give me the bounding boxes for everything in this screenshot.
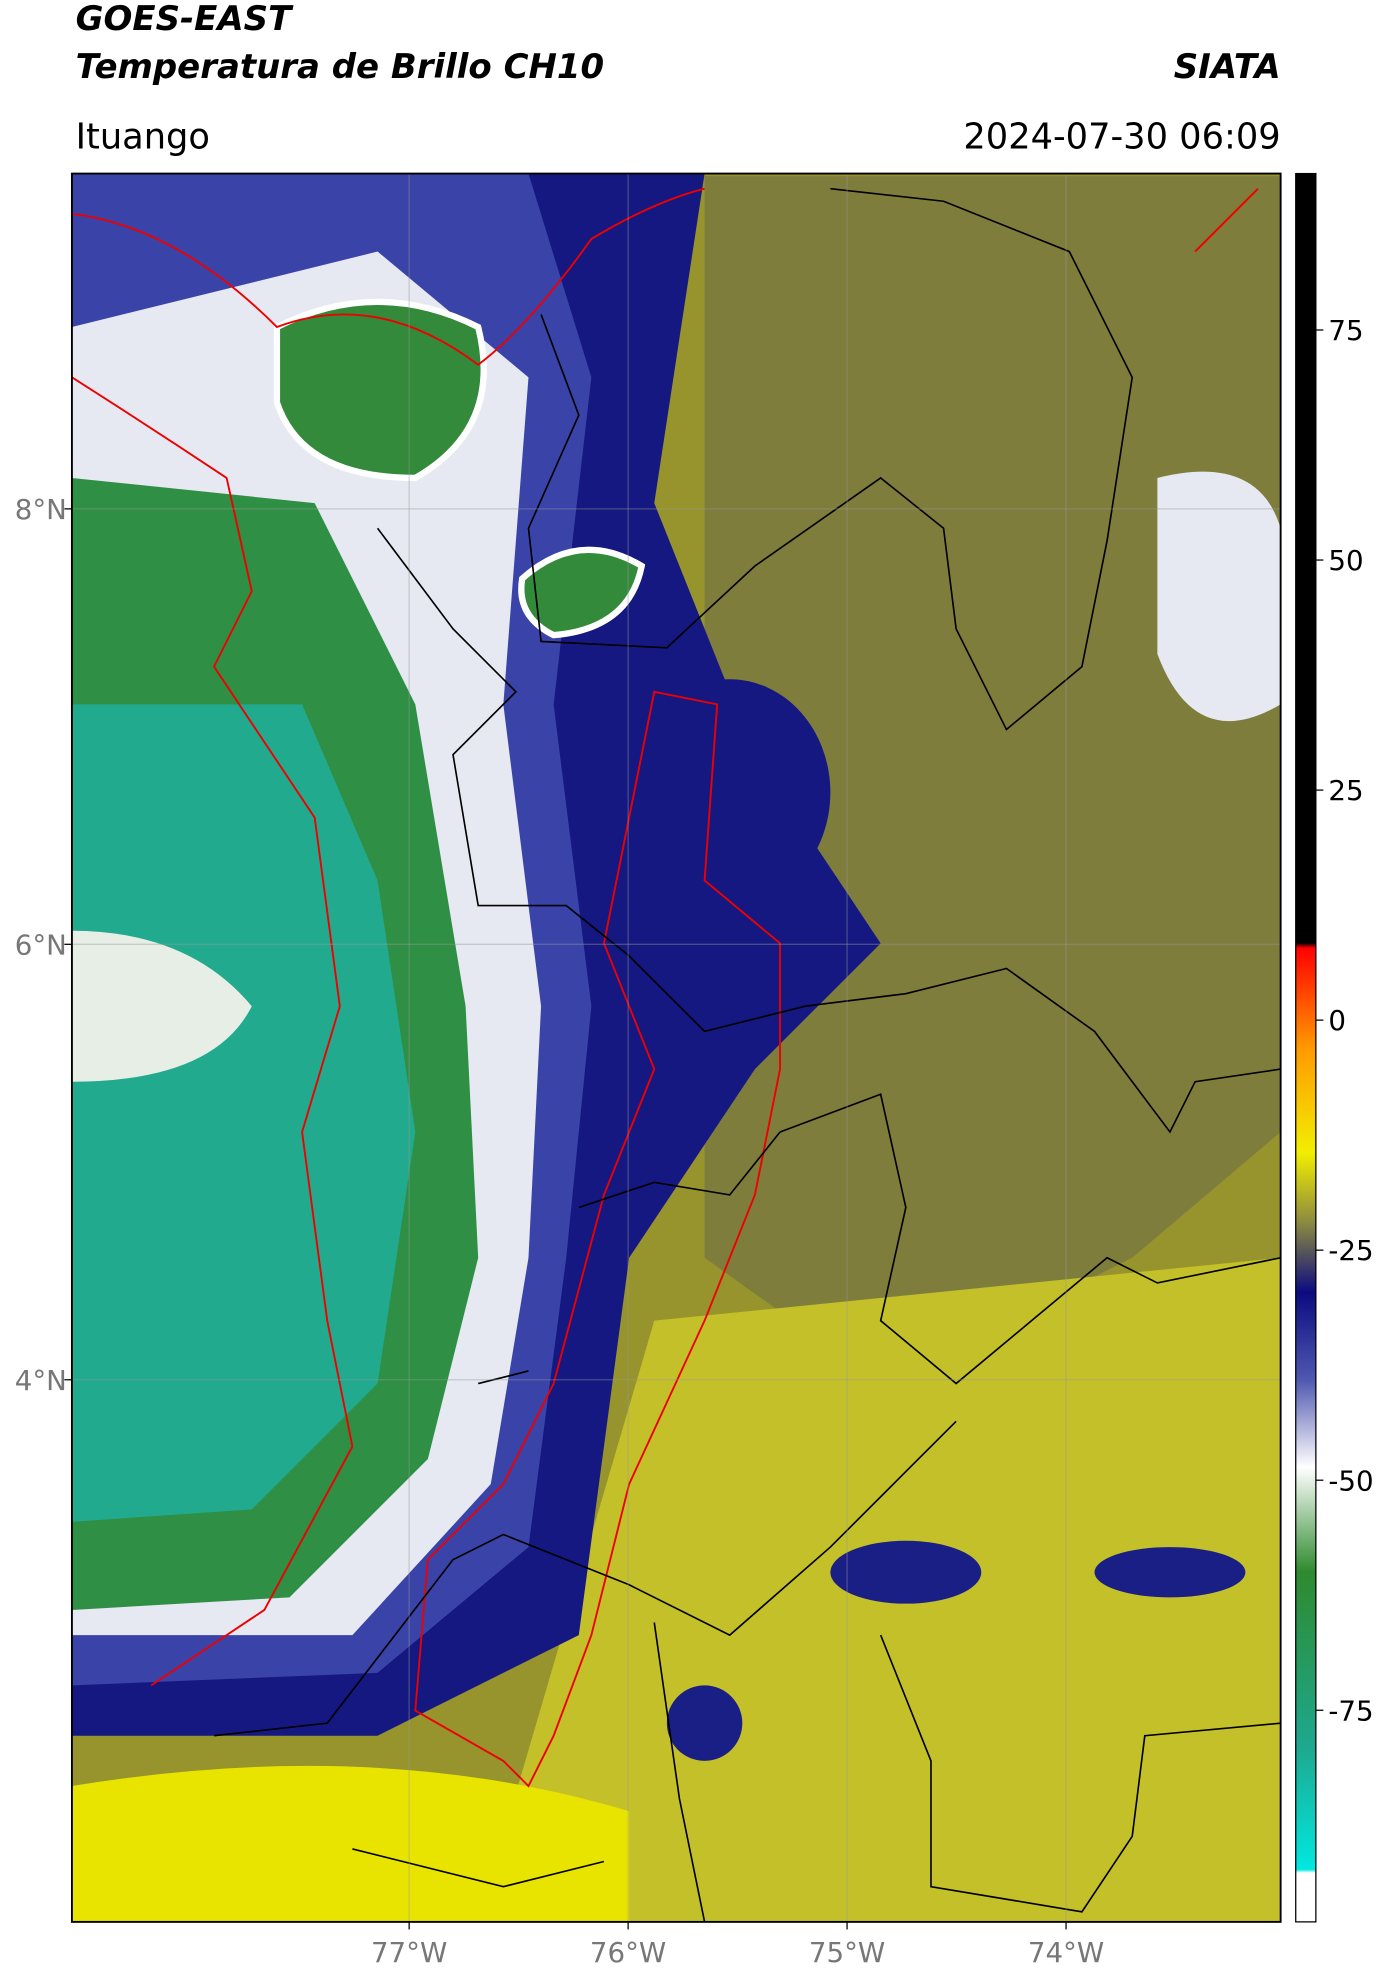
satellite-image (71, 173, 1281, 1922)
colorbar-tick-label: 75 (1328, 314, 1363, 347)
x-tick-label: 74°W (1028, 1936, 1104, 1969)
location: Ituango (76, 116, 210, 157)
colorbar-tick-label: -50 (1328, 1464, 1373, 1497)
y-tick-label: 4°N (15, 1364, 67, 1397)
x-tick-label: 76°W (590, 1936, 666, 1969)
map-frame (70, 172, 1282, 1923)
colorbar (1295, 172, 1317, 1923)
graticule (71, 173, 1281, 1922)
colorbar-tick-label: -75 (1328, 1694, 1373, 1727)
source: SIATA (1174, 47, 1281, 87)
title-satellite: GOES-EAST (76, 0, 294, 39)
colorbar-tick-label: 25 (1328, 774, 1363, 807)
colorbar-tick-label: -25 (1328, 1234, 1373, 1267)
x-tick-label: 75°W (809, 1936, 885, 1969)
y-tick-label: 8°N (15, 493, 67, 526)
colorbar-tick-label: 0 (1328, 1004, 1346, 1037)
x-tick-label: 77°W (371, 1936, 447, 1969)
colorbar-tick-label: 50 (1328, 544, 1363, 577)
datetime: 2024-07-30 06:09 (963, 116, 1280, 157)
y-tick-label: 6°N (15, 928, 67, 961)
title-product: Temperatura de Brillo CH10 (76, 47, 604, 87)
